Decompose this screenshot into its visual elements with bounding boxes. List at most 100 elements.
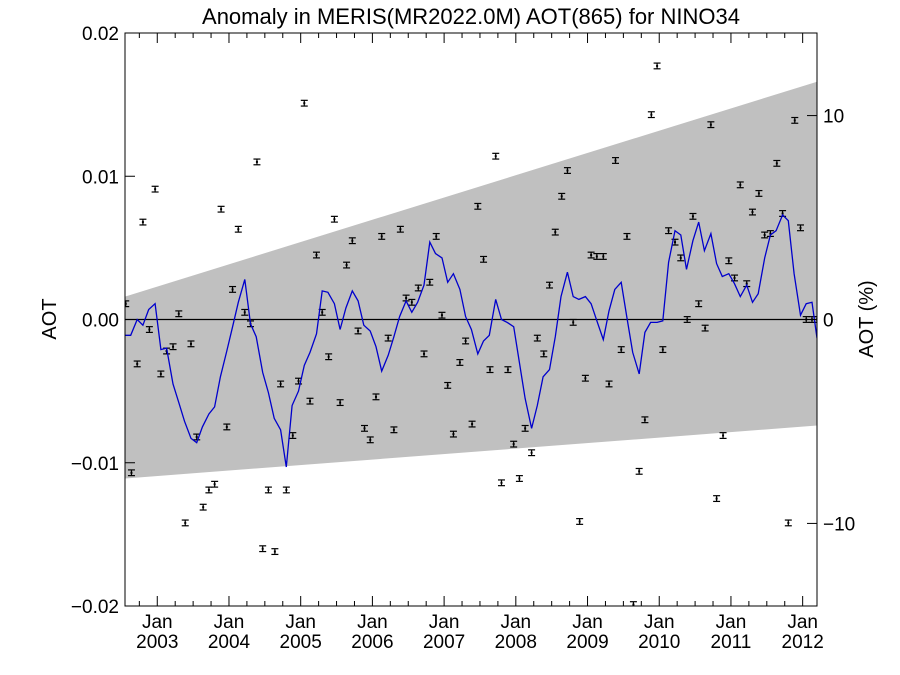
point-marker	[643, 418, 646, 421]
point-marker	[595, 255, 598, 258]
data-point	[420, 350, 428, 358]
point-marker	[614, 159, 617, 162]
data-point	[396, 225, 404, 233]
data-point	[193, 433, 201, 441]
point-marker	[141, 221, 144, 224]
point-marker	[709, 123, 712, 126]
point-marker	[650, 113, 653, 116]
point-marker	[225, 425, 228, 428]
point-marker	[775, 162, 778, 165]
point-marker	[273, 550, 276, 553]
x-tick-label-year: 2003	[136, 632, 178, 653]
point-marker	[578, 520, 581, 523]
point-marker	[291, 434, 294, 437]
data-point	[480, 255, 488, 263]
y-tick-label-left: 0.02	[82, 24, 119, 45]
data-point	[354, 327, 362, 335]
point-marker	[154, 188, 157, 191]
data-point	[736, 181, 744, 189]
x-tick-label-month: Jan	[787, 612, 818, 633]
point-marker	[518, 477, 521, 480]
data-point	[515, 475, 523, 482]
data-point	[713, 495, 721, 503]
point-marker	[458, 361, 461, 364]
data-point	[390, 426, 398, 434]
x-tick-label-year: 2009	[566, 632, 608, 653]
x-tick-label-year: 2005	[280, 632, 322, 653]
x-tick-label-year: 2010	[638, 632, 680, 653]
point-marker	[793, 119, 796, 122]
data-point	[576, 518, 584, 525]
point-marker	[148, 328, 151, 331]
data-point	[773, 159, 781, 167]
point-marker	[805, 318, 808, 321]
data-point	[546, 281, 554, 289]
data-point	[551, 228, 559, 236]
data-point	[384, 334, 392, 342]
point-marker	[661, 348, 664, 351]
data-point	[504, 366, 512, 374]
data-point	[336, 399, 344, 407]
data-point	[426, 278, 434, 286]
point-marker	[374, 395, 377, 398]
point-marker	[722, 434, 725, 437]
point-marker	[309, 400, 312, 403]
data-point	[223, 423, 231, 431]
point-marker	[542, 352, 545, 355]
point-marker	[590, 254, 593, 257]
point-marker	[440, 314, 443, 317]
point-marker	[471, 423, 474, 426]
point-marker	[566, 169, 569, 172]
smoothed-line	[125, 213, 817, 468]
point-marker	[417, 286, 420, 289]
data-point	[474, 202, 482, 210]
data-point	[581, 374, 589, 382]
data-point	[234, 225, 242, 233]
point-marker	[267, 488, 270, 491]
data-point	[540, 350, 548, 358]
point-marker	[279, 382, 282, 385]
point-marker	[136, 362, 139, 365]
data-point	[253, 158, 261, 166]
data-point	[414, 284, 422, 292]
point-marker	[608, 382, 611, 385]
data-point	[432, 232, 440, 240]
data-point	[605, 380, 613, 388]
data-point	[755, 189, 763, 197]
data-point	[330, 215, 338, 223]
x-tick-label-year: 2004	[208, 632, 251, 653]
data-point	[145, 326, 153, 333]
data-point	[271, 548, 279, 556]
data-point	[378, 232, 386, 240]
point-marker	[656, 64, 659, 67]
data-point	[623, 232, 631, 240]
data-point	[599, 253, 607, 260]
x-tick-label-month: Jan	[500, 612, 531, 633]
data-point	[647, 111, 655, 119]
point-marker	[476, 205, 479, 208]
point-marker	[506, 368, 509, 371]
data-point	[277, 380, 285, 388]
point-marker	[363, 427, 366, 430]
point-marker	[745, 282, 748, 285]
data-point	[683, 316, 691, 323]
point-marker	[231, 288, 234, 291]
x-tick-label-month: Jan	[214, 612, 245, 633]
point-marker	[572, 321, 575, 324]
axes: −0.02−0.010.000.010.02−10010Jan2003Jan20…	[71, 24, 855, 653]
data-point	[289, 432, 297, 439]
data-point	[791, 116, 799, 124]
data-point	[629, 601, 637, 606]
data-point	[497, 479, 505, 487]
data-point	[456, 359, 464, 366]
x-tick-label-year: 2011	[711, 632, 752, 653]
point-marker	[423, 352, 426, 355]
point-marker	[195, 435, 198, 438]
data-point	[312, 251, 320, 259]
data-point	[468, 420, 476, 428]
point-marker	[620, 348, 623, 351]
data-point	[264, 486, 272, 494]
data-point	[175, 310, 183, 318]
data-point	[719, 432, 727, 439]
